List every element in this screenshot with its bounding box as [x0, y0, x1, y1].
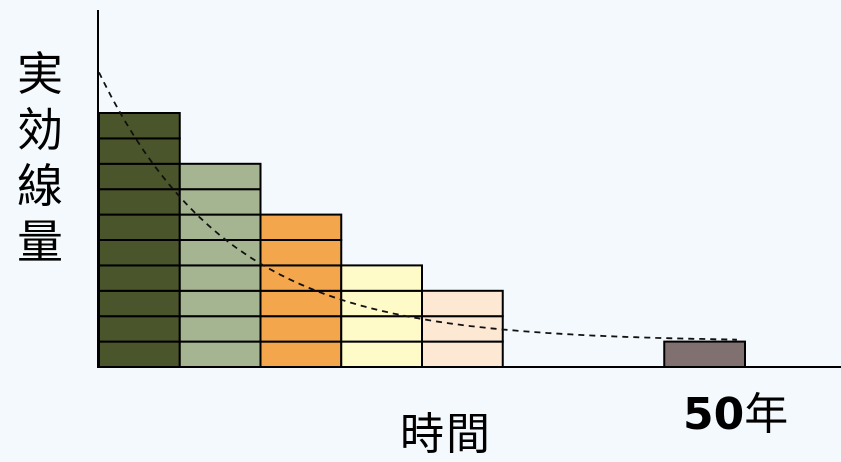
bars-group	[98, 112, 746, 369]
bar-4-segment-2	[340, 315, 423, 343]
bar-2-segment-5	[178, 239, 262, 267]
y-axis-label-char: 効	[17, 103, 63, 157]
bar-1-segment-5	[98, 239, 181, 267]
bar-2-segment-2	[178, 315, 262, 343]
decay-curve	[98, 72, 737, 341]
end-tick-unit: 年	[744, 389, 789, 440]
bar-3-segment-3	[259, 289, 343, 318]
bar-4-segment-1	[340, 340, 423, 369]
bar-1-segment-9	[98, 137, 181, 165]
bar-1-segment-10	[98, 112, 181, 140]
bar-2-segment-6	[178, 213, 262, 242]
y-axis-label-char: 量	[17, 215, 63, 269]
bar-3-segment-2	[259, 315, 343, 343]
x-axis-label: 時間	[400, 409, 492, 460]
bar-1-segment-7	[98, 188, 181, 216]
end-tick-label: 50年	[683, 378, 788, 442]
bar-8-segment-1	[663, 340, 746, 369]
bar-3-segment-6	[259, 213, 343, 242]
bar-3-segment-5	[259, 239, 343, 267]
y-axis-label-char: 線	[17, 159, 63, 213]
bar-5-segment-1	[421, 340, 504, 369]
end-tick-number: 50	[683, 389, 745, 440]
bar-1-segment-8	[98, 162, 181, 191]
bar-3-segment-1	[259, 340, 343, 369]
bar-2-segment-1	[178, 340, 262, 369]
bar-5-segment-3	[421, 289, 504, 318]
bar-2-segment-4	[178, 264, 262, 292]
y-axis-label-char: 実	[17, 47, 63, 101]
bar-1-segment-1	[98, 340, 181, 369]
bar-2-segment-3	[178, 289, 262, 318]
bar-3-segment-4	[259, 264, 343, 292]
bar-4-segment-4	[340, 264, 423, 292]
bar-2-segment-8	[178, 162, 262, 191]
bar-1-segment-3	[98, 289, 181, 318]
bar-1-segment-6	[98, 213, 181, 242]
bar-1-segment-4	[98, 264, 181, 292]
chart	[97, 10, 841, 369]
bar-1-segment-2	[98, 315, 181, 343]
